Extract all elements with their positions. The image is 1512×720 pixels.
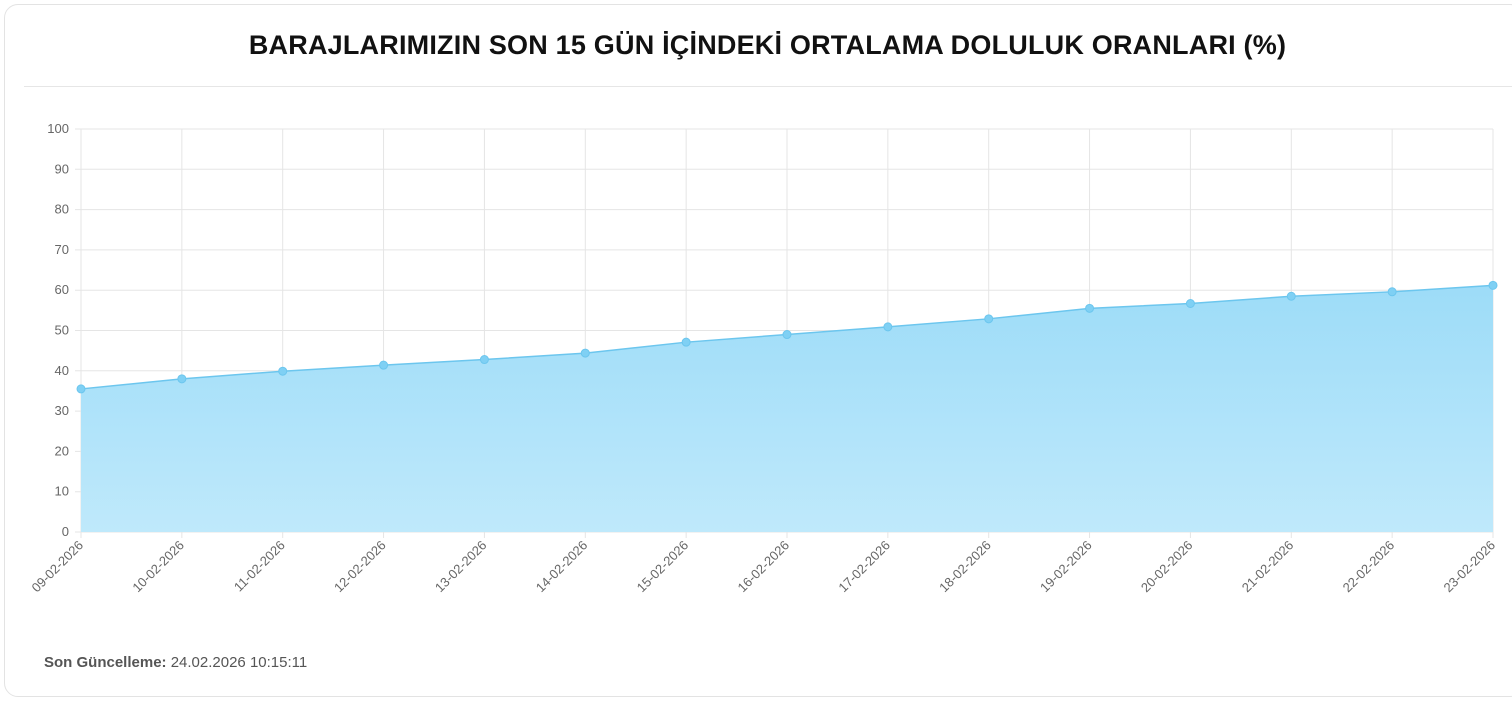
x-tick-label: 15-02-2026 <box>634 538 692 596</box>
x-tick-label: 11-02-2026 <box>231 538 288 595</box>
data-point[interactable] <box>984 314 994 324</box>
x-tick-label: 09-02-2026 <box>28 538 86 596</box>
data-point[interactable] <box>278 366 288 376</box>
x-tick-label: 17-02-2026 <box>835 538 893 596</box>
x-tick-label: 16-02-2026 <box>734 538 792 596</box>
data-point[interactable] <box>1085 303 1095 313</box>
chart-title: BARAJLARIMIZIN SON 15 GÜN İÇİNDEKİ ORTAL… <box>248 30 1287 60</box>
data-point[interactable] <box>1185 298 1195 308</box>
data-point[interactable] <box>1488 280 1498 290</box>
data-point[interactable] <box>883 322 893 332</box>
x-tick-label: 21-02-2026 <box>1239 538 1297 596</box>
y-tick-label: 60 <box>55 282 69 297</box>
data-point[interactable] <box>1286 291 1296 301</box>
data-point[interactable] <box>76 384 86 394</box>
x-tick-label: 13-02-2026 <box>432 538 490 596</box>
y-tick-label: 50 <box>55 323 69 338</box>
last-updated-label: Son Güncelleme: <box>44 654 167 671</box>
data-point[interactable] <box>177 374 187 384</box>
y-tick-label: 100 <box>47 121 69 136</box>
data-point[interactable] <box>379 360 389 370</box>
x-tick-label: 20-02-2026 <box>1138 538 1196 596</box>
data-point[interactable] <box>1387 287 1397 297</box>
y-tick-label: 20 <box>55 443 69 458</box>
x-tick-label: 14-02-2026 <box>533 538 591 596</box>
area-fill <box>81 285 1493 532</box>
x-tick-label: 18-02-2026 <box>936 538 994 596</box>
y-tick-label: 0 <box>62 524 69 539</box>
data-point[interactable] <box>782 330 792 340</box>
y-tick-label: 70 <box>55 242 69 257</box>
x-tick-label: 10-02-2026 <box>129 538 187 596</box>
area-chart: 0 10 20 30 40 50 60 70 80 90 100 09-02-2026 10-02-20… <box>28 121 1498 596</box>
x-tick-label: 12-02-2026 <box>331 538 389 596</box>
y-tick-label: 40 <box>55 363 69 378</box>
title-divider <box>24 86 1512 87</box>
y-tick-label: 90 <box>55 161 69 176</box>
last-updated-value: 24.02.2026 10:15:11 <box>170 654 308 671</box>
x-tick-label: 23-02-2026 <box>1440 538 1498 596</box>
y-tick-label: 10 <box>55 484 69 499</box>
x-tick-label: 19-02-2026 <box>1037 538 1095 596</box>
data-point[interactable] <box>681 337 691 347</box>
y-tick-label: 80 <box>55 202 69 217</box>
data-point[interactable] <box>479 355 489 365</box>
x-tick-label: 22-02-2026 <box>1340 538 1398 596</box>
data-point[interactable] <box>580 348 590 358</box>
y-tick-label: 30 <box>55 403 69 418</box>
last-updated: Son Güncelleme: 24.02.2026 10:15:11 <box>44 654 307 671</box>
